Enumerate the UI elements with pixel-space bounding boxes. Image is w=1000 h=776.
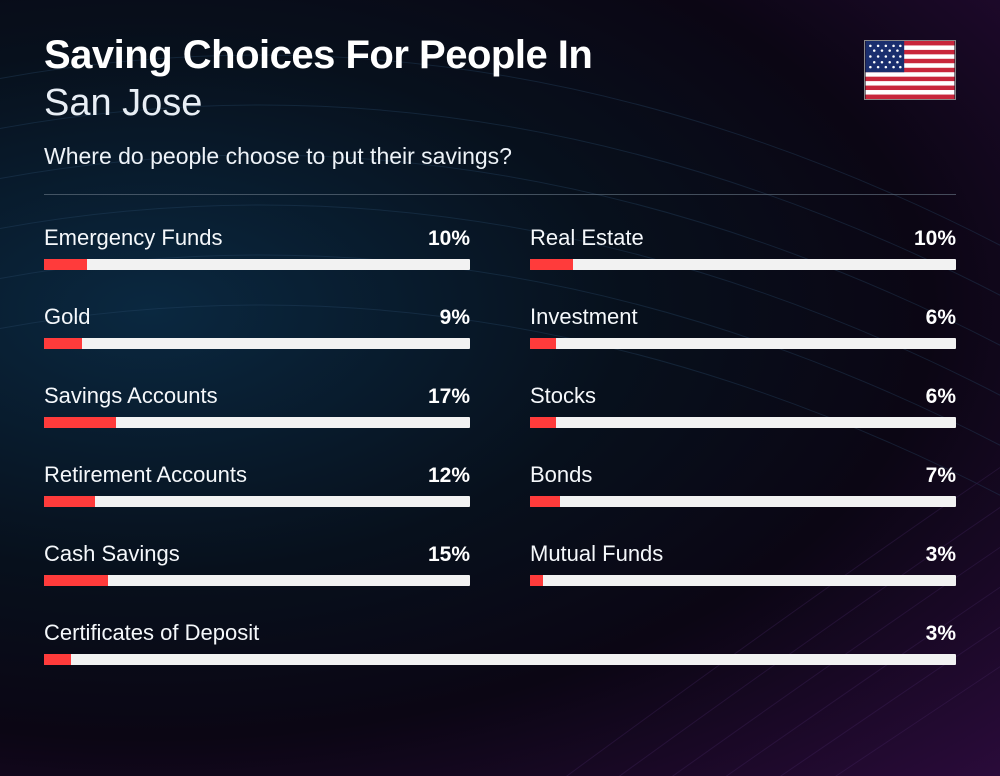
bar-item-left-2: Savings Accounts 17%	[44, 383, 470, 428]
bar-track	[530, 575, 956, 586]
bar-item-left-4: Cash Savings 15%	[44, 541, 470, 586]
columns-container: Emergency Funds 10% Gold 9% Savings Accounts…	[44, 225, 956, 586]
bar-item-left-0: Emergency Funds 10%	[44, 225, 470, 270]
bar-track	[44, 654, 956, 665]
title-city: San Jose	[44, 82, 864, 125]
bar-label: Real Estate	[530, 225, 644, 251]
bar-fill	[530, 417, 556, 428]
bar-item-right-1: Investment 6%	[530, 304, 956, 349]
bar-item-row: Investment 6%	[530, 304, 956, 330]
bar-item-right-3: Bonds 7%	[530, 462, 956, 507]
header-row: Saving Choices For People In San Jose Wh…	[44, 34, 956, 170]
bar-item-row: Savings Accounts 17%	[44, 383, 470, 409]
bar-track	[44, 417, 470, 428]
bar-fill	[44, 338, 82, 349]
titles-block: Saving Choices For People In San Jose Wh…	[44, 34, 864, 170]
bar-item-row: Bonds 7%	[530, 462, 956, 488]
bar-value: 17%	[428, 385, 470, 409]
bar-track	[44, 259, 470, 270]
bar-fill	[530, 496, 560, 507]
bar-item-row: Certificates of Deposit 3%	[44, 620, 956, 646]
bar-track	[530, 496, 956, 507]
bar-item-left-1: Gold 9%	[44, 304, 470, 349]
bar-value: 6%	[926, 306, 956, 330]
bar-label: Stocks	[530, 383, 596, 409]
title-main: Saving Choices For People In	[44, 34, 864, 76]
bar-track	[44, 338, 470, 349]
bar-fill	[44, 496, 95, 507]
bar-label: Savings Accounts	[44, 383, 218, 409]
bar-label: Certificates of Deposit	[44, 620, 259, 646]
content-container: Saving Choices For People In San Jose Wh…	[0, 0, 1000, 665]
full-width-row: Certificates of Deposit 3%	[44, 620, 956, 665]
bar-label: Bonds	[530, 462, 592, 488]
bar-track	[530, 338, 956, 349]
bar-fill	[530, 338, 556, 349]
bar-item-row: Retirement Accounts 12%	[44, 462, 470, 488]
bar-track	[530, 259, 956, 270]
bar-fill	[44, 654, 71, 665]
subtitle: Where do people choose to put their savi…	[44, 143, 864, 170]
bar-label: Gold	[44, 304, 90, 330]
bar-label: Cash Savings	[44, 541, 180, 567]
bar-fill	[530, 575, 543, 586]
bar-value: 15%	[428, 543, 470, 567]
bar-item-left-3: Retirement Accounts 12%	[44, 462, 470, 507]
bar-label: Retirement Accounts	[44, 462, 247, 488]
bar-value: 9%	[440, 306, 470, 330]
bar-item-right-0: Real Estate 10%	[530, 225, 956, 270]
bar-value: 6%	[926, 385, 956, 409]
bar-item-row: Gold 9%	[44, 304, 470, 330]
bar-track	[530, 417, 956, 428]
bar-label: Mutual Funds	[530, 541, 663, 567]
bar-value: 12%	[428, 464, 470, 488]
bar-value: 7%	[926, 464, 956, 488]
bar-track	[44, 575, 470, 586]
bar-value: 10%	[914, 227, 956, 251]
bar-track	[44, 496, 470, 507]
bar-value: 3%	[926, 543, 956, 567]
bar-value: 3%	[926, 622, 956, 646]
bar-item-row: Mutual Funds 3%	[530, 541, 956, 567]
header-divider	[44, 194, 956, 195]
bar-item-right-2: Stocks 6%	[530, 383, 956, 428]
bar-label: Emergency Funds	[44, 225, 223, 251]
bar-fill	[44, 417, 116, 428]
us-flag-icon	[864, 40, 956, 100]
bar-item-row: Cash Savings 15%	[44, 541, 470, 567]
bar-value: 10%	[428, 227, 470, 251]
bar-fill	[44, 575, 108, 586]
bar-item-right-4: Mutual Funds 3%	[530, 541, 956, 586]
bar-item-row: Real Estate 10%	[530, 225, 956, 251]
bar-fill	[530, 259, 573, 270]
bar-label: Investment	[530, 304, 638, 330]
bar-fill	[44, 259, 87, 270]
left-column: Emergency Funds 10% Gold 9% Savings Accounts…	[44, 225, 470, 586]
bar-item-row: Stocks 6%	[530, 383, 956, 409]
bar-item-full: Certificates of Deposit 3%	[44, 620, 956, 665]
bar-item-row: Emergency Funds 10%	[44, 225, 470, 251]
right-column: Real Estate 10% Investment 6% Stocks 6% Bonds 7…	[530, 225, 956, 586]
